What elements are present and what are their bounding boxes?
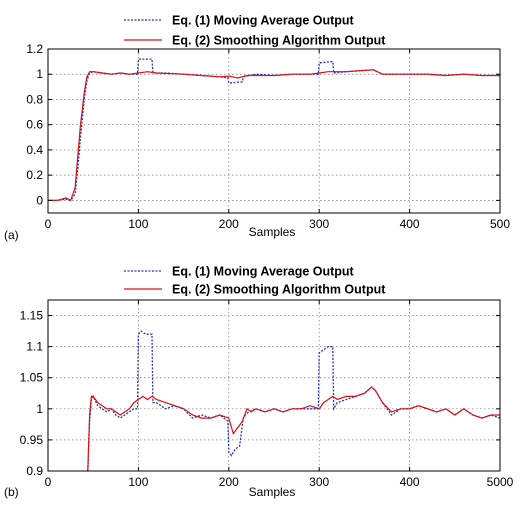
chart-panel-b: 0 100 200 300 400 5000 0.9 0.95 1 1.05 1.1 1.15 Samp… [4, 265, 514, 500]
chart-a-ytick-label: 0.8 [26, 92, 43, 106]
chart-b-legend: Eq. (1) Moving Average Output Eq. (2) Smo… [124, 265, 386, 297]
chart-b-ytick-label: 0.95 [20, 433, 44, 447]
chart-b-ytick-label: 1.1 [26, 340, 43, 354]
chart-a-xlabel: Samples [249, 225, 296, 239]
chart-a-legend-label: Eq. (2) Smoothing Algorithm Output [172, 34, 386, 48]
chart-a-ytick-label: 0.2 [26, 168, 43, 182]
chart-b-ytick-label: 1.05 [20, 371, 44, 385]
chart-b-xtick-label: 0 [45, 475, 52, 489]
chart-b-ytick-label: 1 [36, 402, 43, 416]
chart-a-xtick-label: 400 [400, 217, 420, 231]
chart-a-legend: Eq. (1) Moving Average Output Eq. (2) Smo… [124, 14, 386, 48]
chart-a-xtick-label: 300 [309, 217, 329, 231]
chart-b-xtick-label: 100 [128, 475, 148, 489]
chart-a-xtick-label: 100 [128, 217, 148, 231]
chart-b-xtick-label: 200 [219, 475, 239, 489]
chart-b-axes-frame [47, 299, 501, 472]
chart-a-xtick-label: 500 [490, 217, 510, 231]
chart-a-ytick-label: 0.4 [26, 143, 43, 157]
chart-b-ytick-label: 0.9 [26, 464, 43, 478]
chart-a-xtick-label: 0 [45, 217, 52, 231]
chart-b-xtick-label: 300 [309, 475, 329, 489]
chart-a-ytick-label: 0 [36, 193, 43, 207]
chart-b-legend-label: Eq. (2) Smoothing Algorithm Output [172, 283, 386, 297]
chart-b-panel-label: (b) [4, 485, 19, 499]
chart-a-axes-frame [47, 48, 501, 214]
chart-panel-a: 0 100 200 300 400 500 0 0.2 0.4 0.6 0.8 1 1.2 Samples… [4, 14, 510, 243]
chart-a-xtick-label: 200 [219, 217, 239, 231]
chart-a-ytick-label: 1.2 [26, 42, 43, 56]
chart-a-legend-label: Eq. (1) Moving Average Output [172, 14, 355, 28]
chart-a-series-moving-average-line [48, 58, 500, 202]
chart-b-ytick-label: 1.15 [20, 309, 44, 323]
chart-a-panel-label: (a) [4, 228, 19, 242]
chart-b-xtick-label: 5000 [487, 475, 514, 489]
chart-b-series-moving-average-line [87, 330, 500, 471]
chart-b-series-smoothing-line [87, 386, 500, 471]
chart-b-xtick-label: 400 [400, 475, 420, 489]
chart-b-xlabel: Samples [249, 485, 296, 499]
chart-a-ytick-label: 1 [36, 67, 43, 81]
chart-a-series-smoothing-line [48, 69, 500, 202]
chart-b-legend-label: Eq. (1) Moving Average Output [172, 265, 355, 279]
chart-a-ytick-label: 0.6 [26, 118, 43, 132]
